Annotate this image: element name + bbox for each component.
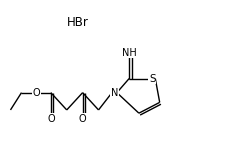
Text: O: O [47, 114, 55, 124]
Text: O: O [79, 114, 86, 124]
Text: HBr: HBr [67, 16, 89, 29]
Text: N: N [111, 88, 118, 98]
Text: O: O [32, 88, 40, 98]
Text: S: S [149, 74, 156, 84]
Text: NH: NH [122, 48, 137, 58]
